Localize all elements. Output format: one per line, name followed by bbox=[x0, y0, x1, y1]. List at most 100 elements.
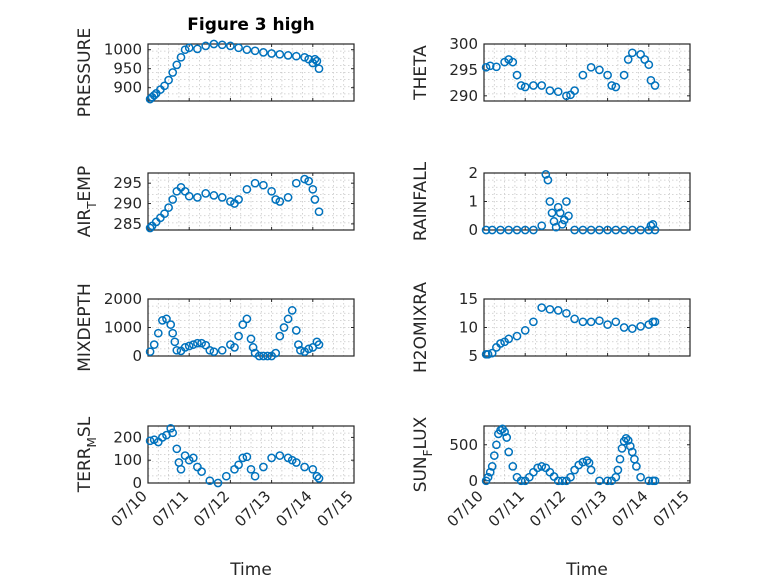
figure-title: Figure 3 high bbox=[187, 15, 315, 35]
data-point bbox=[483, 472, 493, 482]
data-point bbox=[648, 219, 658, 229]
data-point bbox=[267, 186, 276, 196]
y-tick-label: 1000 bbox=[104, 41, 142, 59]
data-point bbox=[300, 462, 309, 472]
data-point bbox=[595, 225, 604, 235]
data-point bbox=[176, 464, 186, 474]
y-tick-label: 0 bbox=[132, 347, 142, 365]
data-point bbox=[537, 303, 547, 312]
y-tick-label: 200 bbox=[113, 428, 142, 446]
data-point bbox=[304, 176, 314, 186]
data-point bbox=[184, 191, 194, 201]
y-tick-label: 900 bbox=[113, 79, 142, 97]
grid-pressure bbox=[148, 44, 354, 101]
series-h2omixra bbox=[481, 303, 660, 359]
y-tick-label: 290 bbox=[449, 87, 478, 105]
data-point bbox=[650, 317, 660, 327]
y-axis-label-part: LUX bbox=[411, 416, 431, 449]
data-point bbox=[611, 82, 621, 92]
data-point bbox=[492, 440, 501, 450]
data-point bbox=[508, 462, 518, 471]
subplot-theta: 290 295 300 THETA bbox=[411, 35, 691, 105]
data-point bbox=[512, 225, 522, 235]
data-point bbox=[304, 344, 314, 354]
data-point bbox=[180, 343, 190, 352]
grid-h2omixra bbox=[484, 299, 690, 356]
data-point bbox=[623, 55, 633, 64]
data-point bbox=[619, 323, 629, 332]
data-point bbox=[193, 338, 202, 348]
data-point bbox=[275, 331, 285, 341]
data-point bbox=[201, 189, 211, 198]
data-point bbox=[164, 203, 173, 212]
data-point bbox=[508, 57, 518, 67]
data-point bbox=[291, 326, 301, 335]
data-point bbox=[145, 347, 155, 357]
data-point bbox=[259, 351, 268, 361]
data-point bbox=[314, 340, 324, 349]
data-point bbox=[296, 345, 305, 355]
axes-frame-theta bbox=[483, 43, 691, 102]
y-axis-label-part: AIR bbox=[75, 209, 95, 238]
y-axis-label-part: TERR bbox=[75, 447, 95, 493]
data-point bbox=[259, 180, 268, 190]
data-point bbox=[595, 65, 604, 75]
subplot-rainfall: 0 1 2 RAINFALL bbox=[411, 161, 691, 241]
y-axis-label-subscript: F bbox=[421, 449, 435, 456]
data-point bbox=[603, 320, 612, 329]
data-point bbox=[254, 351, 264, 361]
y-tick-label: 1 bbox=[468, 193, 478, 211]
axes-frame-sun-flux bbox=[483, 425, 691, 484]
data-point bbox=[603, 225, 612, 235]
data-point bbox=[294, 340, 303, 349]
data-point bbox=[562, 91, 571, 101]
data-point bbox=[619, 70, 629, 80]
data-point bbox=[516, 81, 526, 90]
data-point bbox=[644, 60, 654, 70]
data-point bbox=[168, 328, 178, 338]
data-point bbox=[541, 170, 551, 179]
data-point bbox=[176, 52, 186, 62]
data-point bbox=[644, 476, 654, 486]
data-point bbox=[582, 456, 592, 465]
data-point bbox=[570, 314, 579, 324]
grid-air-temp bbox=[148, 173, 354, 230]
data-point bbox=[485, 467, 495, 477]
data-point bbox=[553, 202, 563, 212]
data-point bbox=[168, 428, 178, 438]
data-point bbox=[300, 52, 309, 62]
data-point bbox=[646, 75, 656, 85]
data-point bbox=[246, 464, 256, 474]
data-point bbox=[644, 225, 654, 235]
data-point bbox=[512, 331, 522, 341]
data-point bbox=[283, 314, 293, 324]
data-point bbox=[640, 55, 650, 64]
series-mixdepth bbox=[145, 306, 324, 361]
data-point bbox=[308, 184, 318, 194]
data-point bbox=[636, 225, 645, 235]
data-point bbox=[188, 453, 198, 463]
y-axis-label-part: SL bbox=[75, 416, 95, 437]
y-axis-label-part: SUN bbox=[411, 456, 431, 492]
data-point bbox=[570, 465, 579, 475]
data-point bbox=[145, 223, 155, 233]
data-point bbox=[172, 345, 182, 355]
y-tick-label: 2 bbox=[468, 164, 478, 182]
data-point bbox=[566, 472, 575, 482]
subplot-mixdepth: 0 1000 2000 MIXDEPTH bbox=[75, 283, 355, 372]
series-pressure bbox=[145, 39, 324, 104]
data-point bbox=[291, 51, 301, 61]
x-axis-label: Time bbox=[229, 560, 272, 580]
grid-mixdepth bbox=[148, 299, 354, 356]
series-air-temp bbox=[145, 174, 324, 233]
data-point bbox=[314, 207, 324, 217]
data-point bbox=[595, 316, 604, 326]
data-point bbox=[226, 197, 235, 206]
data-point bbox=[271, 348, 281, 358]
data-point bbox=[553, 87, 563, 97]
data-point bbox=[578, 225, 588, 235]
series-rainfall bbox=[481, 170, 660, 235]
data-point bbox=[160, 209, 169, 219]
y-tick-label: 0 bbox=[468, 472, 478, 490]
